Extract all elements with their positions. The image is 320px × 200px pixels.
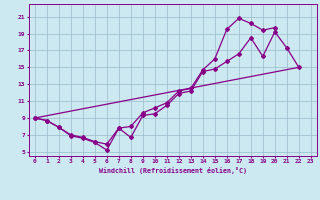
X-axis label: Windchill (Refroidissement éolien,°C): Windchill (Refroidissement éolien,°C) (99, 167, 247, 174)
